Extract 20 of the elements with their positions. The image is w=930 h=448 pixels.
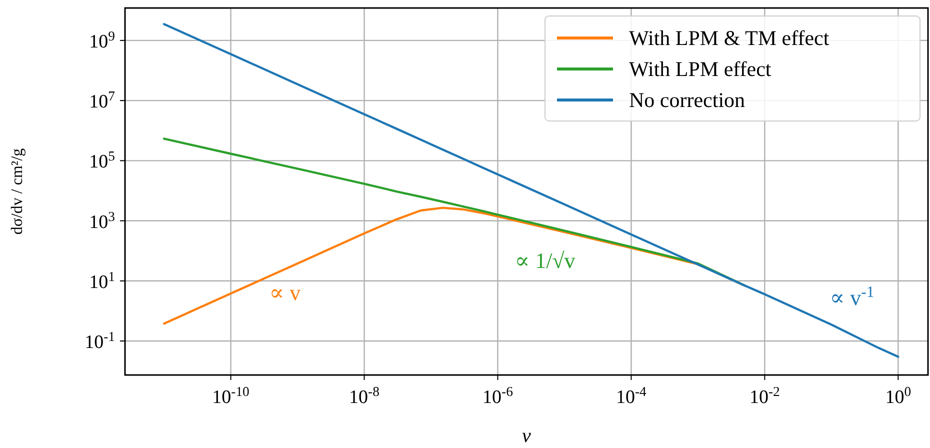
- legend-label: With LPM & TM effect: [629, 26, 830, 50]
- x-tick-label: 10$^{-10}$: [212, 384, 250, 408]
- annotation: ∝ v$^{-1}$: [830, 284, 874, 310]
- y-axis-title: dσ/dv / cm²/g: [9, 148, 26, 235]
- y-tick-label: 10$^{-1}$: [84, 328, 116, 354]
- x-axis-title: v: [522, 425, 532, 447]
- x-tick-label: 10$^{0}$: [885, 384, 912, 408]
- annotation: ∝ 1/√v: [514, 248, 576, 273]
- y-tick-label: 10$^{9}$: [89, 28, 116, 52]
- legend-label: With LPM effect: [629, 57, 772, 81]
- y-tick-label: 10$^{1}$: [89, 268, 116, 293]
- y-tick-label: 10$^{5}$: [89, 148, 116, 173]
- x-tick-label: 10$^{-6}$: [482, 384, 514, 408]
- y-tick-label: 10$^{3}$: [89, 208, 116, 233]
- x-tick-label: 10$^{-4}$: [616, 384, 647, 408]
- y-tick-label: 10$^{7}$: [89, 88, 116, 113]
- x-tick-label: 10$^{-8}$: [349, 384, 380, 408]
- legend-label: No correction: [629, 88, 746, 112]
- annotation: ∝ v: [269, 280, 301, 305]
- x-tick-label: 10$^{-2}$: [749, 384, 780, 408]
